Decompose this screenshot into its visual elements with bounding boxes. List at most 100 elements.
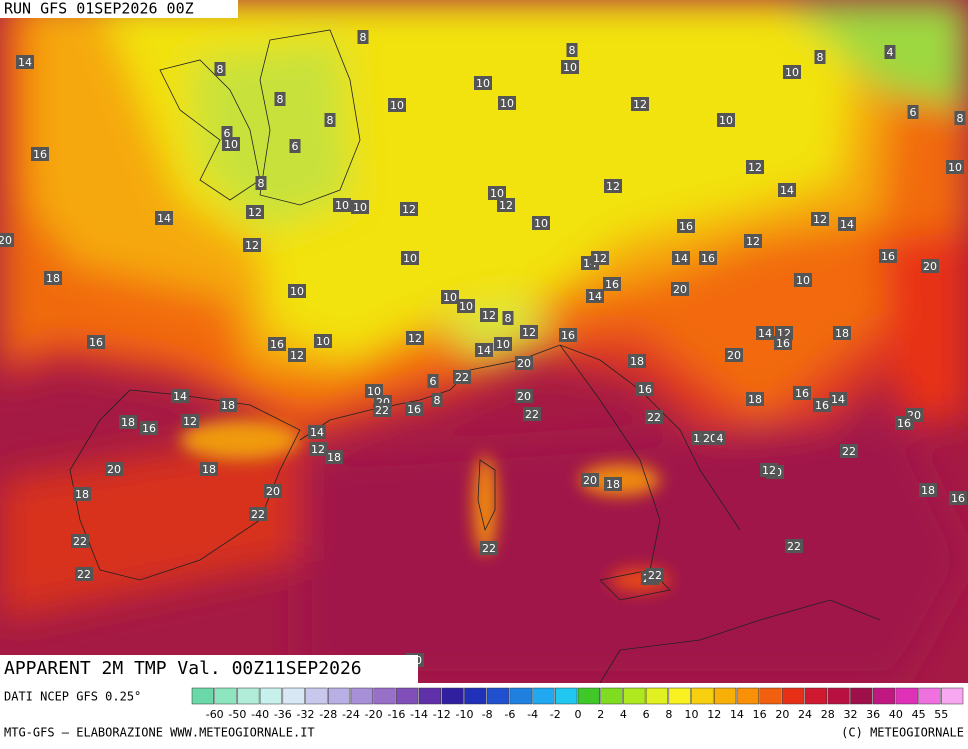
label-box [453,370,471,384]
colorbar-label: 40 [889,708,903,721]
label-box [919,483,937,497]
colorbar-label: 45 [912,708,926,721]
colorbar-swatch [396,687,419,705]
map-value-label: 18 [606,478,620,491]
map-value-label: 16 [679,220,693,233]
label-box [561,60,579,74]
label-box [840,444,858,458]
label-box [586,289,604,303]
map-value-label: 14 [477,344,491,357]
label-box [488,186,506,200]
label-box [523,407,541,421]
colorbar-label: -32 [297,708,315,721]
label-box [31,147,49,161]
label-box [475,343,493,357]
colorbar-label: -40 [251,708,269,721]
map-value-label: 20 [517,390,531,403]
map-value-label: 14 [18,56,32,69]
colorbar-swatch [532,687,555,705]
map-value-label: 22 [73,535,87,548]
label-box [502,311,514,325]
label-box [783,65,801,79]
map-value-label: 18 [835,327,849,340]
colorbar-swatch [600,687,623,705]
label-box [289,139,301,153]
map-value-label: 12 [482,309,496,322]
label-box [829,392,847,406]
colorbar-swatch [918,687,941,705]
map-value-label: 16 [795,387,809,400]
label-box [879,249,897,263]
map-value-label: 20 [923,260,937,273]
map-value-label: 18 [921,484,935,497]
colorbar-label: 12 [707,708,721,721]
label-box [73,487,91,501]
map-value-label: 12 [813,213,827,226]
label-box [949,491,967,505]
map-value-label: 20 [517,357,531,370]
map-value-label: 8 [327,114,334,127]
map-value-label: 10 [316,335,330,348]
colorbar-swatch [509,687,532,705]
map-value-label: 12 [748,161,762,174]
label-box [746,392,764,406]
map-value-label: 10 [563,61,577,74]
colorbar-swatch [305,687,328,705]
colorbar-label: -24 [342,708,360,721]
map-value-label: 22 [842,445,856,458]
map-value-label: 20 [0,234,12,247]
source: DATI NCEP GFS 0.25° [4,690,141,704]
colorbar-swatch [373,687,396,705]
colorbar-label: -60 [206,708,224,721]
colorbar-label: -36 [274,708,292,721]
label-box [87,335,105,349]
colorbar-swatch [237,687,260,705]
map-value-label: 16 [776,337,790,350]
map-value-label: 10 [719,114,733,127]
label-box [636,382,654,396]
label-box [288,284,306,298]
label-box [520,325,538,339]
map-value-label: 14 [588,290,602,303]
map-value-label: 16 [897,417,911,430]
map-value-label: 10 [290,285,304,298]
map-value-label: 8 [817,51,824,64]
label-box [155,211,173,225]
map-value-label: 14 [758,327,772,340]
map-value-label: 4 [887,46,894,59]
colorbar-label: -6 [504,708,515,721]
map-value-label: 6 [224,127,231,140]
colorbar-label: 36 [866,708,880,721]
colorbar-swatch [259,687,283,705]
label-box [324,113,336,127]
map-value-label: 20 [266,485,280,498]
map-value-label: 4 [717,432,724,445]
map-value-label: 10 [335,199,349,212]
label-box [214,62,226,76]
label-box [181,414,199,428]
map-value-label: 16 [701,252,715,265]
label-box [566,43,578,57]
label-box [71,534,89,548]
map-value-label: 10 [367,385,381,398]
label-box [44,271,62,285]
colorbar-label: -8 [482,708,493,721]
label-box [401,251,419,265]
map-value-label: 12 [245,239,259,252]
label-box [400,202,418,216]
map-value-label: 12 [183,415,197,428]
label-box [793,386,811,400]
map-value-label: 10 [796,274,810,287]
map-value-label: 10 [534,217,548,230]
map-value-label: 6 [430,375,437,388]
map-value-label: 22 [787,540,801,553]
colorbar-label: -10 [455,708,473,721]
field-title: APPARENT 2M TMP Val. 00Z11SEP2026 [4,658,362,679]
colorbar-swatch [804,687,828,705]
label-box [778,183,796,197]
map-value-label: 10 [353,201,367,214]
colorbar-swatch [827,687,850,705]
label-box [785,539,803,553]
